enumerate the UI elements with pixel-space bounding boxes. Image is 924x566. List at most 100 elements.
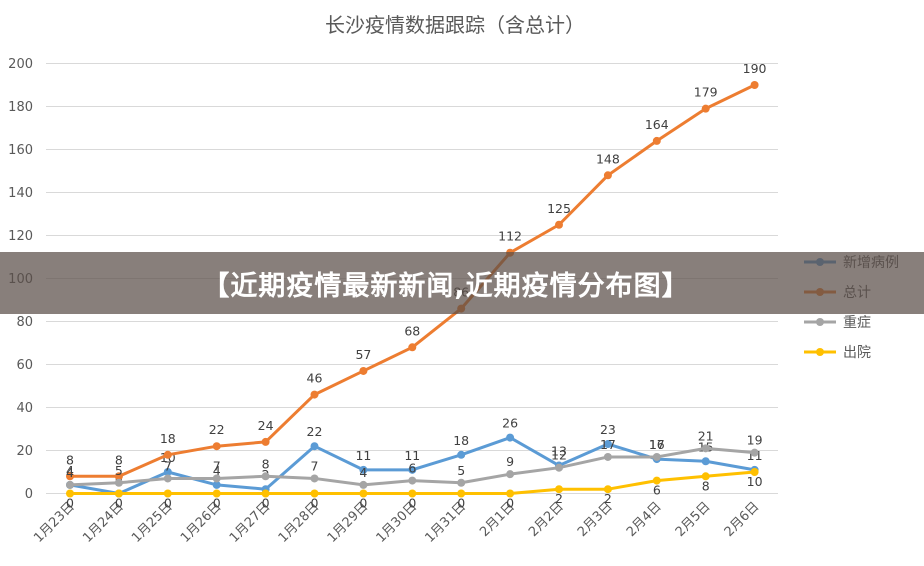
- data-point: [261, 489, 270, 498]
- data-label: 6: [408, 461, 416, 476]
- y-tick-label: 20: [16, 444, 33, 459]
- data-point: [506, 433, 515, 442]
- data-point: [457, 489, 466, 498]
- data-point: [261, 472, 270, 481]
- data-point: [163, 489, 172, 498]
- data-point: [359, 465, 368, 474]
- data-point: [163, 450, 172, 459]
- data-point: [652, 136, 661, 145]
- data-label: 8: [66, 452, 74, 467]
- data-label: 11: [404, 448, 420, 463]
- gridlines: [46, 63, 778, 494]
- data-point: [359, 366, 368, 375]
- y-tick-label: 180: [8, 100, 33, 115]
- data-label: 0: [66, 496, 74, 511]
- legend-entry: 出院: [804, 345, 871, 361]
- data-point: [212, 474, 221, 483]
- data-point: [555, 220, 563, 229]
- data-label: 4: [213, 463, 221, 478]
- data-label: 68: [404, 323, 420, 338]
- data-label: 0: [164, 496, 172, 511]
- x-tick-label: 2月6日: [722, 499, 763, 540]
- data-label: 22: [307, 424, 323, 439]
- data-label: 18: [453, 433, 469, 448]
- series-出院: 0 0 0 0 0 0 0 0 0 0 2 2 6 8 10: [66, 468, 763, 511]
- data-point: [750, 468, 759, 476]
- data-label: 13: [551, 444, 567, 459]
- data-label: 0: [359, 496, 367, 511]
- data-label: 5: [115, 463, 123, 478]
- headline-banner: 【近期疫情最新新闻,近期疫情分布图】: [0, 252, 924, 314]
- data-point: [114, 472, 123, 481]
- legend-entry: 重症: [804, 315, 871, 331]
- data-label: 11: [355, 448, 371, 463]
- data-label: 57: [355, 347, 371, 362]
- data-point: [457, 478, 466, 487]
- data-label: 23: [600, 422, 616, 437]
- data-label: 18: [160, 431, 176, 446]
- data-label: 0: [408, 496, 416, 511]
- x-axis: 1月23日 1月24日 1月25日 1月26日 1月27日 1月28日 1月29日 1月30日…: [31, 499, 762, 546]
- data-point: [506, 489, 515, 498]
- data-point: [408, 476, 417, 485]
- data-label: 24: [258, 418, 274, 433]
- data-point: [603, 452, 612, 461]
- data-label: 0: [311, 496, 319, 511]
- data-label: 0: [115, 496, 123, 511]
- data-point: [66, 472, 74, 481]
- data-label: 26: [502, 416, 518, 431]
- data-point: [163, 474, 172, 483]
- data-label: 8: [702, 478, 710, 493]
- data-label: 6: [653, 483, 661, 498]
- data-point: [66, 489, 74, 498]
- data-point: [212, 442, 221, 451]
- y-tick-label: 40: [16, 401, 33, 416]
- data-label: 112: [498, 229, 522, 244]
- y-tick-label: 0: [25, 487, 33, 502]
- data-label: 4: [66, 463, 74, 478]
- data-label: 2: [555, 491, 563, 506]
- data-point: [114, 489, 123, 498]
- data-point: [359, 480, 368, 489]
- legend-label: 出院: [843, 345, 871, 361]
- data-label: 19: [747, 433, 763, 448]
- data-label: 0: [506, 496, 514, 511]
- data-point: [603, 440, 612, 449]
- data-label: 8: [262, 456, 270, 471]
- chart-title: 长沙疫情数据跟踪（含总计）: [325, 13, 585, 37]
- data-point: [66, 480, 74, 489]
- data-point: [701, 457, 710, 466]
- data-label: 7: [164, 458, 172, 473]
- data-point: [408, 343, 417, 352]
- data-point: [750, 448, 759, 457]
- data-label: 125: [547, 201, 571, 216]
- data-point: [555, 485, 563, 494]
- legend-swatch-marker: [816, 318, 824, 326]
- data-point: [652, 476, 661, 485]
- data-label: 17: [649, 437, 665, 452]
- data-point: [750, 81, 759, 89]
- data-point: [212, 489, 221, 498]
- data-point: [163, 468, 172, 476]
- data-point: [603, 485, 612, 494]
- data-point: [310, 474, 319, 483]
- data-label: 0: [262, 496, 270, 511]
- data-label: 0: [213, 496, 221, 511]
- data-point: [212, 480, 221, 489]
- data-label: 179: [694, 85, 718, 100]
- data-label: 2: [604, 491, 612, 506]
- data-point: [555, 463, 563, 472]
- data-point: [701, 444, 710, 453]
- data-label: 22: [209, 422, 225, 437]
- data-label: 5: [457, 463, 465, 478]
- data-label: 21: [698, 428, 714, 443]
- data-point: [310, 442, 319, 451]
- data-label: 16: [649, 437, 665, 452]
- data-point: [408, 489, 417, 498]
- data-point: [701, 104, 710, 113]
- data-point: [652, 452, 661, 461]
- data-point: [408, 465, 417, 474]
- data-point: [310, 390, 319, 399]
